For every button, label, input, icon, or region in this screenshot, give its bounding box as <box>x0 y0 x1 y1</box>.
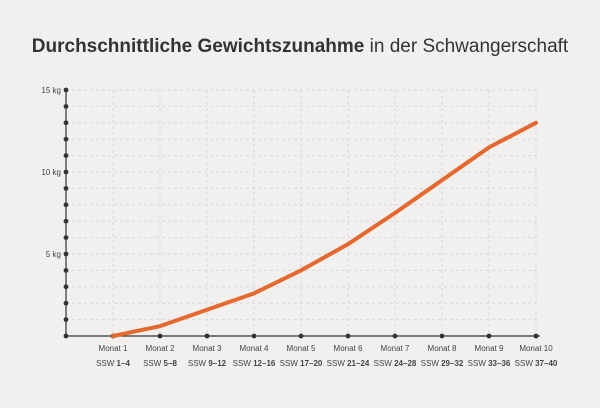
x-tick-label-month: Monat 8 <box>428 344 457 353</box>
x-tick-label-ssw-range: 5–8 <box>164 359 178 368</box>
y-axis-tick-dot <box>63 300 69 306</box>
x-tick-label-month: Monat 6 <box>334 344 363 353</box>
y-axis-tick-dot <box>63 251 69 257</box>
x-axis-tick-dot <box>251 333 257 339</box>
x-tick-label-ssw-range: 29–32 <box>441 359 464 368</box>
x-tick-label-ssw-prefix: SSW <box>421 359 441 368</box>
y-axis-tick-dot <box>63 317 69 322</box>
x-axis-tick-dot <box>533 333 539 339</box>
y-axis-tick-dot <box>63 136 69 142</box>
x-tick-label-month: Monat 7 <box>381 344 410 353</box>
x-tick-label-ssw-range: 33–36 <box>488 359 511 368</box>
y-axis-tick-dot <box>63 218 69 224</box>
y-tick-label: 5 kg <box>46 250 61 259</box>
x-axis-tick-dot <box>345 333 351 339</box>
x-tick-label-ssw-range: 37–40 <box>535 359 558 368</box>
x-tick-label-ssw: SSW 21–24 <box>327 359 370 368</box>
x-tick-label-ssw-range: 17–20 <box>300 359 323 368</box>
x-tick-label-ssw: SSW 37–40 <box>515 359 558 368</box>
x-tick-label-ssw: SSW 24–28 <box>374 359 417 368</box>
y-axis-tick-dot <box>63 87 69 93</box>
x-tick-label-ssw-range: 12–16 <box>253 359 276 368</box>
y-axis-tick-dot <box>63 268 69 273</box>
x-tick-label-ssw: SSW 33–36 <box>468 359 511 368</box>
x-tick-label-month: Monat 4 <box>240 344 269 353</box>
y-axis-tick-dot <box>63 186 69 191</box>
x-axis-tick-dot <box>486 333 492 339</box>
chart-title: Durchschnittliche Gewichtszunahme in der… <box>0 36 600 58</box>
x-tick-label-ssw-range: 1–4 <box>117 359 131 368</box>
x-tick-label-ssw-range: 24–28 <box>394 359 417 368</box>
x-axis-tick-dot <box>157 333 163 339</box>
x-tick-label-ssw: SSW 17–20 <box>280 359 323 368</box>
grid <box>66 89 538 336</box>
x-tick-label-ssw-prefix: SSW <box>143 359 163 368</box>
y-axis-tick-dot <box>63 202 69 208</box>
x-tick-label-ssw: SSW 12–16 <box>233 359 276 368</box>
x-tick-label-month: Monat 5 <box>287 344 316 353</box>
y-tick-label: 15 kg <box>41 86 61 95</box>
x-tick-label-ssw-prefix: SSW <box>96 359 116 368</box>
y-axis-tick-dot <box>63 169 69 175</box>
y-axis-tick-dot <box>63 120 69 126</box>
chart-title-bold: Durchschnittliche Gewichtszunahme <box>31 36 365 57</box>
y-axis-tick-dot <box>63 153 69 159</box>
y-axis-tick-dot <box>63 284 69 290</box>
x-tick-label-ssw: SSW 29–32 <box>421 359 464 368</box>
x-axis-tick-dot <box>298 333 304 339</box>
y-tick-label: 10 kg <box>41 168 61 177</box>
x-tick-label-ssw-prefix: SSW <box>374 359 394 368</box>
x-tick-label-month: Monat 2 <box>146 344 175 353</box>
x-tick-label-ssw: SSW 5–8 <box>143 359 177 368</box>
x-tick-label-ssw-range: 21–24 <box>347 359 370 368</box>
x-tick-label-ssw-range: 9–12 <box>208 359 226 368</box>
x-tick-label-ssw-prefix: SSW <box>188 359 208 368</box>
x-tick-label-month: Monat 9 <box>475 344 504 353</box>
y-axis-tick-dot <box>63 104 69 109</box>
chart-title-rest: in der Schwangerschaft <box>364 36 569 57</box>
y-axis-tick-dot <box>63 333 69 339</box>
x-axis-tick-dot <box>392 333 398 339</box>
x-tick-label-ssw-prefix: SSW <box>515 359 535 368</box>
y-axis-tick-dot <box>63 235 69 241</box>
x-tick-label-month: Monat 3 <box>193 344 222 353</box>
x-tick-label-month: Monat 10 <box>519 344 553 353</box>
x-tick-label-ssw-prefix: SSW <box>233 359 253 368</box>
x-axis-tick-dot <box>439 333 445 339</box>
series-line <box>111 120 538 338</box>
x-tick-label-ssw: SSW 9–12 <box>188 359 227 368</box>
x-tick-label-ssw-prefix: SSW <box>280 359 300 368</box>
x-tick-label-ssw-prefix: SSW <box>468 359 488 368</box>
x-tick-label-month: Monat 1 <box>99 344 128 353</box>
x-tick-label-ssw-prefix: SSW <box>327 359 347 368</box>
x-axis-tick-dot <box>204 333 210 339</box>
x-tick-label-ssw: SSW 1–4 <box>96 359 130 368</box>
